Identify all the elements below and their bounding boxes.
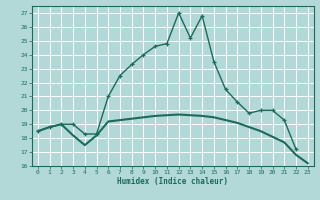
X-axis label: Humidex (Indice chaleur): Humidex (Indice chaleur) [117,177,228,186]
